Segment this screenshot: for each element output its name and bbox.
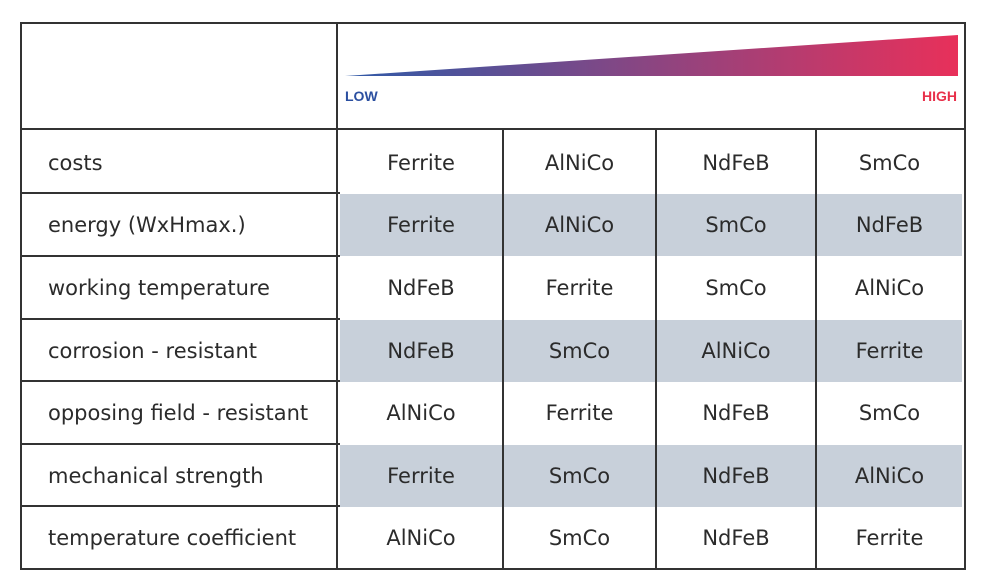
high-label: HIGH: [922, 88, 957, 104]
row-shading: [340, 445, 962, 507]
property-label: working temperature: [48, 276, 270, 300]
magnet-type-cell: AlNiCo: [701, 339, 771, 363]
divider: [20, 128, 964, 130]
magnet-type-cell: NdFeB: [387, 339, 455, 363]
magnet-type-cell: AlNiCo: [854, 464, 925, 488]
magnet-type-cell: SmCo: [858, 401, 921, 425]
magnet-type-cell: AlNiCo: [386, 401, 456, 425]
property-label: costs: [48, 151, 103, 175]
divider: [20, 192, 340, 194]
divider: [502, 130, 504, 568]
magnet-type-cell: Ferrite: [387, 464, 455, 488]
magnet-type-cell: SmCo: [858, 151, 921, 175]
magnet-type-cell: NdFeB: [702, 464, 770, 488]
magnet-type-cell: NdFeB: [702, 401, 770, 425]
divider: [20, 505, 340, 507]
low-high-gradient: [345, 35, 958, 76]
magnet-type-cell: Ferrite: [387, 151, 455, 175]
low-label: LOW: [345, 88, 378, 104]
magnet-type-cell: Ferrite: [387, 213, 455, 237]
magnet-type-cell: AlNiCo: [544, 213, 615, 237]
magnet-type-cell: AlNiCo: [544, 151, 615, 175]
divider: [20, 380, 340, 382]
divider: [336, 22, 338, 568]
row-shading: [340, 320, 962, 382]
property-label: corrosion - resistant: [48, 339, 257, 363]
magnet-type-cell: NdFeB: [702, 151, 770, 175]
magnet-type-cell: AlNiCo: [386, 526, 456, 550]
magnet-type-cell: NdFeB: [855, 213, 924, 237]
magnet-type-cell: NdFeB: [702, 526, 770, 550]
magnet-type-cell: NdFeB: [387, 276, 455, 300]
magnet-type-cell: AlNiCo: [854, 276, 925, 300]
divider: [20, 443, 340, 445]
magnet-type-cell: SmCo: [548, 339, 611, 363]
property-label: mechanical strength: [48, 464, 264, 488]
magnet-type-cell: Ferrite: [855, 526, 924, 550]
comparison-table: [20, 22, 966, 570]
magnet-type-cell: SmCo: [548, 526, 611, 550]
magnet-type-cell: Ferrite: [545, 401, 614, 425]
divider: [815, 130, 817, 568]
magnet-type-cell: Ferrite: [545, 276, 614, 300]
divider: [20, 318, 340, 320]
divider: [655, 130, 657, 568]
property-label: opposing field - resistant: [48, 401, 309, 425]
divider: [20, 255, 340, 257]
property-label: temperature coefficient: [48, 526, 297, 550]
magnet-type-cell: SmCo: [705, 276, 767, 300]
magnet-type-cell: Ferrite: [855, 339, 924, 363]
magnet-type-cell: SmCo: [548, 464, 611, 488]
magnet-type-cell: SmCo: [705, 213, 767, 237]
row-shading: [340, 194, 962, 256]
property-label: energy (WxHmax.): [48, 213, 246, 237]
